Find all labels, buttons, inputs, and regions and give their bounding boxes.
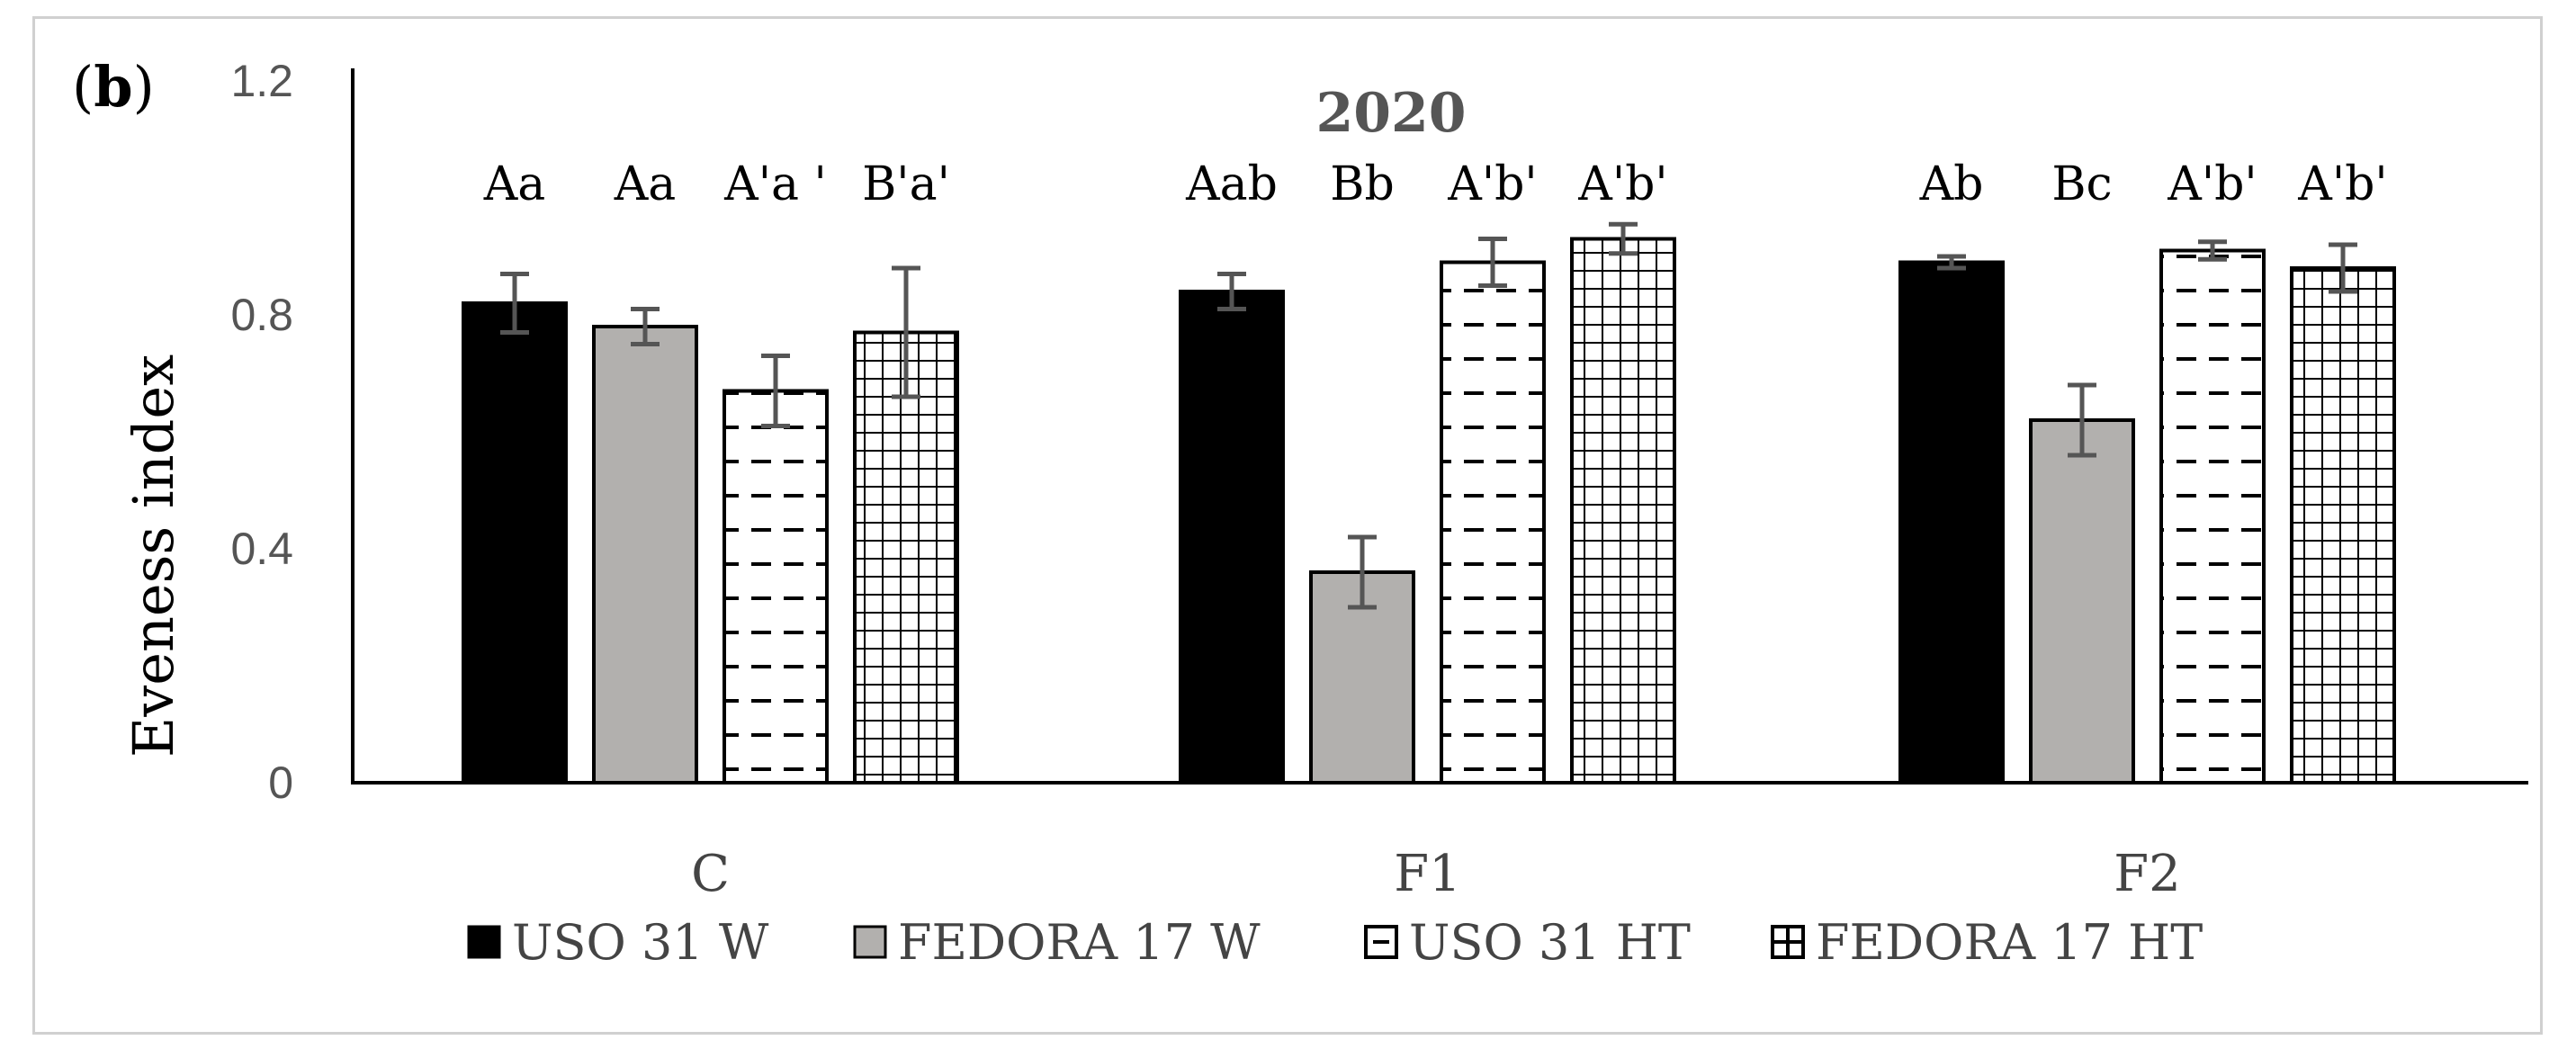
bar-uso-31-w-f1 [1179,290,1285,785]
significance-label: A'a ' [723,157,827,211]
significance-label: Aa [483,157,546,211]
y-tick-label: 0.4 [230,524,293,574]
error-bar [1937,254,1966,271]
legend-item: USO 31 W [467,914,769,971]
panel-label: (b) [72,54,155,120]
legend: USO 31 W FEDORA 17 W USO 31 HT FEDORA 17 HT [467,914,2203,971]
error-bar [500,272,529,335]
error-bar [1348,534,1377,610]
error-bar [892,265,920,399]
significance-labels: Aa Aa A'a ' B'a' Aab Bb A'b' A'b' Ab Bc A'b' A'b' [483,157,2388,211]
y-tick-label: 1.2 [230,56,293,106]
chart-title: 2020 [1316,82,1467,145]
y-tick-labels: 0 0.4 0.8 1.2 [230,56,293,808]
bar-uso-31-ht-c [723,389,829,785]
bar-fedora-17-ht-f2 [2290,266,2396,785]
legend-item: FEDORA 17 W [853,914,1261,971]
significance-label: A'b' [2297,157,2387,211]
bar-uso-31-w-c [462,301,568,785]
significance-label: Aa [614,157,677,211]
legend-label: USO 31 W [512,914,769,971]
legend-item: USO 31 HT [1364,914,1691,971]
bar-marks [462,237,2396,785]
significance-label: B'a' [862,157,950,211]
error-bar [1217,272,1246,311]
bar-fedora-17-ht-f1 [1570,237,1676,785]
significance-label: A'b' [1577,157,1667,211]
legend-label: FEDORA 17 HT [1816,914,2203,971]
y-axis-label: Eveness index [121,354,186,758]
bar-fedora-17-ht-c [853,330,959,785]
category-label: F2 [2114,845,2180,903]
legend-swatch [467,925,501,959]
significance-label: Bc [2051,157,2112,211]
error-bar [1609,221,1638,256]
error-bar [2198,239,2227,262]
bar-uso-31-ht-f1 [1440,260,1546,785]
error-bar [631,307,660,346]
bar-uso-31-w-f2 [1898,260,2005,785]
legend-label: FEDORA 17 W [898,914,1261,971]
legend-swatch [853,925,887,959]
error-bar [761,354,790,428]
bar-fedora-17-w-c [592,325,698,785]
significance-label: A'b' [1447,157,1537,211]
significance-label: Ab [1919,157,1984,211]
legend-label: USO 31 HT [1409,914,1691,971]
error-bar [2068,382,2096,458]
category-label: C [691,845,730,903]
y-tick-label: 0.8 [230,290,293,340]
significance-label: A'b' [2167,157,2257,211]
error-bar [1478,237,1507,288]
error-bar [2329,242,2357,294]
significance-label: Aab [1185,157,1278,211]
y-tick-label: 0 [268,758,293,808]
bar-fedora-17-w-f2 [2029,418,2135,785]
error-bars [500,221,2357,610]
category-label: F1 [1394,845,1460,903]
bar-uso-31-ht-f2 [2159,248,2266,785]
significance-label: Bb [1330,157,1395,211]
legend-item: FEDORA 17 HT [1771,914,2203,971]
category-labels: C F1 F2 [691,845,2181,903]
